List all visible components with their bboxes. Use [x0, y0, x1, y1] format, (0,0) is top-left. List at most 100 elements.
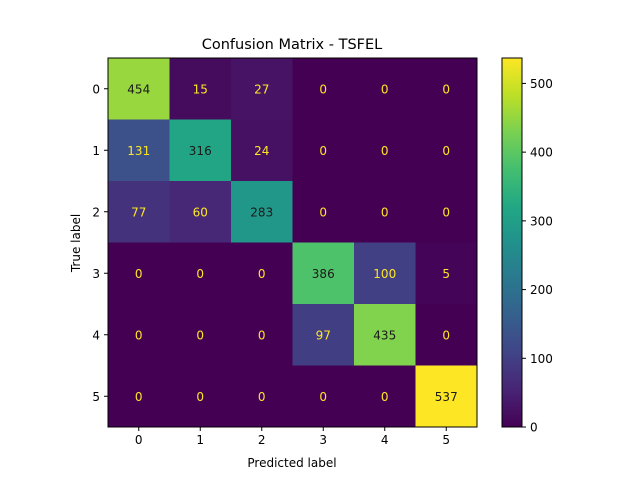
x-tick-label: 3: [319, 433, 327, 447]
cell-value-label: 0: [258, 328, 266, 342]
cell-value-label: 15: [193, 82, 208, 96]
cell-value-label: 0: [319, 82, 327, 96]
colorbar-tick-label: 400: [530, 146, 553, 160]
y-axis-ticks: 0 1 2 3 4 5: [92, 82, 108, 404]
heatmap-cell: [292, 119, 355, 182]
y-tick-label: 5: [92, 390, 100, 404]
colorbar-tick-label: 0: [530, 421, 538, 435]
heatmap-cell: [169, 181, 232, 243]
heatmap-cell: [415, 119, 478, 182]
cell-value-label: 283: [250, 205, 273, 219]
cell-value-label: 60: [193, 205, 208, 219]
heatmap-cell: [354, 181, 416, 243]
x-axis-label: Predicted label: [247, 456, 336, 470]
colorbar: [501, 57, 523, 428]
heatmap-cell: [231, 119, 293, 182]
cell-value-label: 537: [435, 390, 458, 404]
heatmap-cell: [415, 304, 478, 366]
colorbar-tick-label: 300: [530, 214, 553, 228]
heatmap-cell: [108, 242, 170, 305]
cell-value-labels: 454 15 27 0 0 0 131 316 24 0 0 0 77 60 283 0 0 0 0 0 0 386 100…: [127, 82, 457, 404]
cell-value-label: 77: [131, 205, 146, 219]
heatmap-cell: [108, 365, 170, 428]
heatmap-cells: [108, 58, 478, 428]
cell-value-label: 27: [254, 82, 269, 96]
cell-value-label: 0: [135, 390, 143, 404]
heatmap-cell: [108, 58, 170, 120]
cell-value-label: 0: [135, 328, 143, 342]
y-tick-label: 3: [92, 267, 100, 281]
heatmap-cell: [292, 365, 355, 428]
heatmap-cell: [292, 58, 355, 120]
cell-value-label: 0: [196, 267, 204, 281]
y-tick-label: 0: [92, 82, 100, 96]
x-tick-label: 4: [381, 433, 389, 447]
cell-value-label: 97: [316, 328, 331, 342]
cell-value-label: 0: [381, 205, 389, 219]
colorbar-tick-label: 100: [530, 352, 553, 366]
cell-value-label: 5: [442, 267, 450, 281]
colorbar-tick-label: 200: [530, 283, 553, 297]
cell-value-label: 0: [381, 82, 389, 96]
heatmap-cell: [354, 304, 416, 366]
cell-value-label: 131: [127, 144, 150, 158]
cell-value-label: 0: [258, 390, 266, 404]
cell-value-label: 0: [319, 144, 327, 158]
cell-value-label: 0: [442, 205, 450, 219]
cell-value-label: 100: [373, 267, 396, 281]
heatmap-cell: [415, 181, 478, 243]
x-tick-label: 5: [442, 433, 450, 447]
cell-value-label: 454: [127, 82, 150, 96]
heatmap-cell: [169, 119, 232, 182]
cell-value-label: 0: [442, 82, 450, 96]
heatmap-cell: [354, 119, 416, 182]
cell-value-label: 0: [258, 267, 266, 281]
cell-value-label: 0: [319, 390, 327, 404]
colorbar-tick-label: 500: [530, 77, 553, 91]
cell-value-label: 316: [189, 144, 212, 158]
heatmap-cell: [231, 242, 293, 305]
cell-value-label: 435: [373, 328, 396, 342]
x-tick-label: 1: [196, 433, 204, 447]
colorbar-ticks: 0 100 200 300 400 500: [522, 77, 553, 435]
heatmap-cell: [169, 242, 232, 305]
heatmap-cell: [415, 58, 478, 120]
cell-value-label: 0: [442, 328, 450, 342]
cell-value-label: 0: [381, 144, 389, 158]
cell-value-label: 0: [196, 390, 204, 404]
heatmap-cell: [169, 365, 232, 428]
x-tick-label: 2: [258, 433, 266, 447]
x-axis-ticks: 0 1 2 3 4 5: [135, 427, 450, 447]
heatmap-cell: [231, 181, 293, 243]
heatmap-cell: [231, 365, 293, 428]
heatmap-cell: [415, 242, 478, 305]
y-tick-label: 1: [92, 144, 100, 158]
cell-value-label: 0: [196, 328, 204, 342]
cell-value-label: 0: [319, 205, 327, 219]
cell-value-label: 386: [312, 267, 335, 281]
x-tick-label: 0: [135, 433, 143, 447]
heatmap-cell: [354, 58, 416, 120]
chart-title: Confusion Matrix - TSFEL: [202, 37, 382, 53]
y-axis-label: True label: [69, 214, 83, 273]
heatmap-cell: [108, 181, 170, 243]
plot-frame: [107, 57, 478, 428]
y-tick-label: 4: [92, 328, 100, 342]
heatmap-cell: [231, 58, 293, 120]
heatmap-cell: [169, 304, 232, 366]
heatmap-cell: [354, 242, 416, 305]
heatmap-cell: [292, 181, 355, 243]
cell-value-label: 0: [442, 144, 450, 158]
heatmap-cell: [292, 304, 355, 366]
heatmap-cell: [169, 58, 232, 120]
y-tick-label: 2: [92, 205, 100, 219]
heatmap-cell: [354, 365, 416, 428]
cell-value-label: 0: [135, 267, 143, 281]
heatmap-cell: [415, 365, 478, 428]
heatmap-cell: [292, 242, 355, 305]
heatmap-cell: [108, 119, 170, 182]
cell-value-label: 0: [381, 390, 389, 404]
heatmap-cell: [108, 304, 170, 366]
heatmap-cell: [231, 304, 293, 366]
